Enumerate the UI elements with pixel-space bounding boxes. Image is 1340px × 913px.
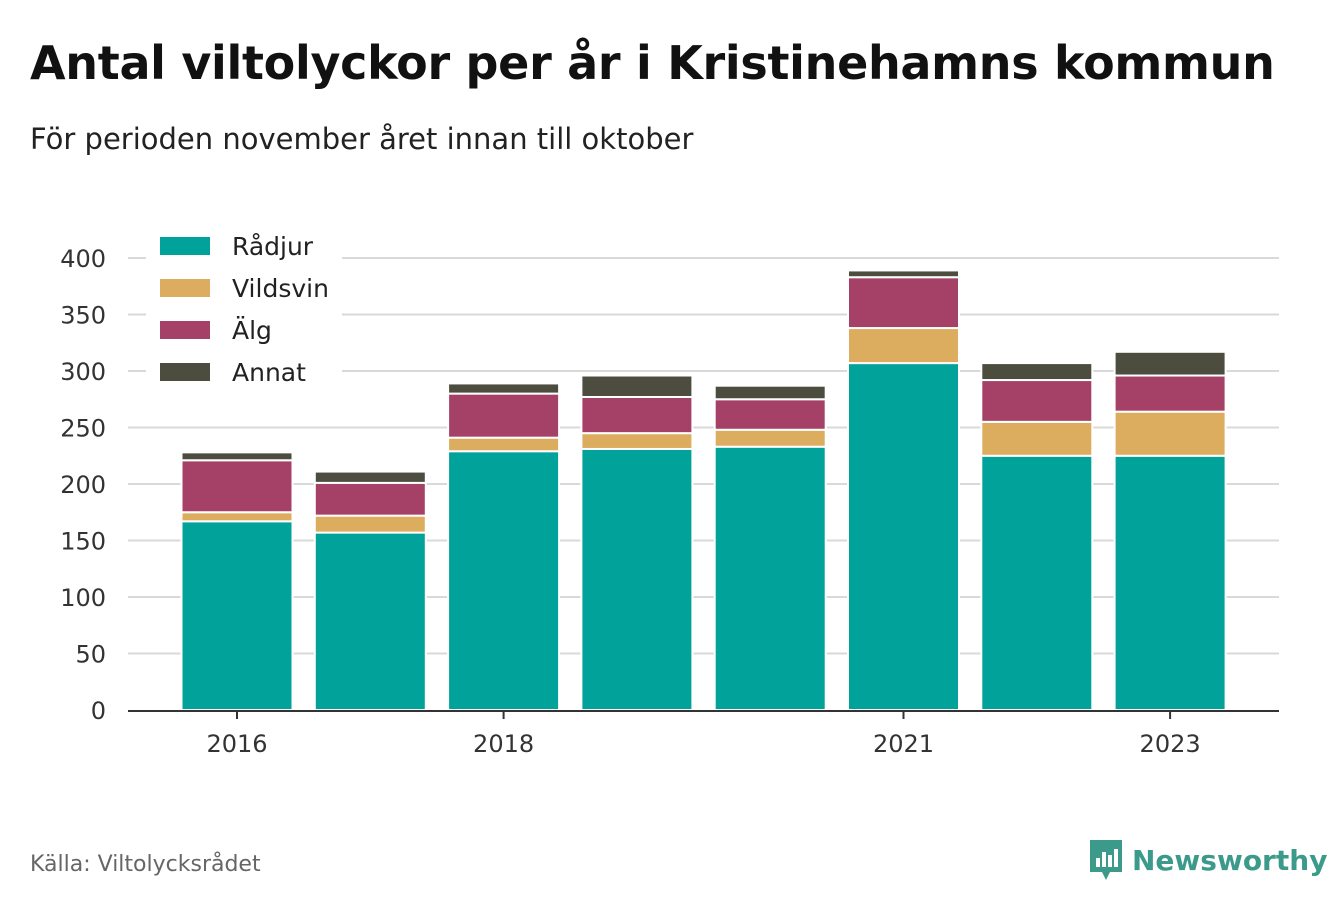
bar-segment	[980, 420, 1094, 457]
legend-swatch	[160, 363, 210, 381]
y-tick-label: 300	[60, 358, 106, 386]
bar-segment	[447, 436, 561, 453]
bar-segment	[447, 450, 561, 711]
y-tick-label: 150	[60, 528, 106, 556]
legend-swatch	[160, 321, 210, 339]
bar-segment	[447, 382, 561, 395]
bar-segment	[713, 384, 827, 401]
bar-segment	[580, 432, 694, 450]
legend-label: Annat	[232, 358, 306, 387]
y-tick-label: 350	[60, 302, 106, 330]
brand-name: Newsworthy	[1132, 843, 1328, 877]
bar-segment	[847, 269, 960, 279]
y-tick-label: 200	[60, 471, 106, 499]
bar-segment	[580, 447, 694, 711]
chart-subtitle: För perioden november året innan till ok…	[30, 122, 694, 156]
bar-segment	[180, 451, 294, 462]
bar-segment	[580, 395, 694, 435]
x-tick-label: 2018	[473, 730, 534, 758]
bar-segment	[713, 398, 827, 431]
x-tick-label: 2016	[206, 730, 267, 758]
bar-segment	[1113, 374, 1227, 413]
legend-label: Vildsvin	[232, 274, 329, 303]
bar-segment	[713, 428, 827, 448]
bar-segment	[980, 362, 1094, 382]
bar-segment	[847, 327, 960, 365]
legend-swatch	[160, 279, 210, 297]
bar-segment	[1113, 350, 1227, 377]
bar-segment	[180, 511, 294, 523]
bar-segment	[180, 520, 294, 711]
bar-segment	[580, 374, 694, 398]
bar-segment	[1113, 410, 1227, 457]
y-tick-label: 250	[60, 415, 106, 443]
bar-segment	[980, 379, 1094, 423]
y-tick-label: 0	[91, 697, 106, 725]
bar-segment	[713, 445, 827, 711]
source-note: Källa: Viltolycksrådet	[30, 852, 261, 877]
bar-segment	[447, 392, 561, 439]
y-tick-label: 100	[60, 584, 106, 612]
x-tick-label: 2023	[1140, 730, 1201, 758]
x-tick-label: 2021	[873, 730, 934, 758]
bar-segment	[180, 459, 294, 514]
bar-segment	[313, 531, 427, 712]
y-tick-label: 400	[60, 245, 106, 273]
legend-label: Rådjur	[232, 232, 314, 261]
bar-segment	[313, 481, 427, 517]
y-tick-label: 50	[75, 641, 106, 669]
chart-title: Antal viltolyckor per år i Kristinehamns…	[30, 36, 1275, 90]
bar-segment	[1113, 454, 1227, 711]
bar-segment	[313, 514, 427, 534]
bar-segment	[313, 470, 427, 484]
brand-logo: Newsworthy	[1088, 838, 1327, 882]
bar-segment	[847, 276, 960, 330]
legend-swatch	[160, 237, 210, 255]
legend-label: Älg	[232, 316, 272, 345]
bar-segment	[980, 454, 1094, 711]
newsworthy-logo-icon	[1090, 840, 1122, 880]
bar-segment	[847, 362, 960, 711]
